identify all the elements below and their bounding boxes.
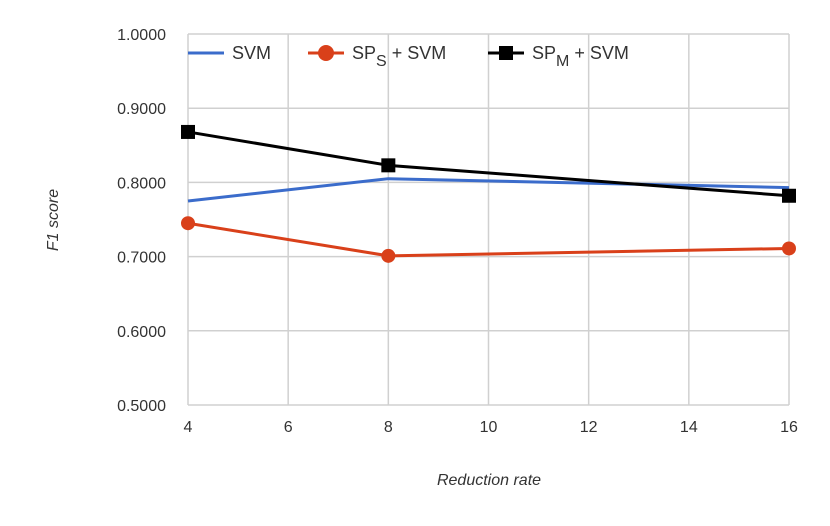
legend-label-suffix: + SVM bbox=[569, 43, 629, 63]
legend-label: SPS + SVM bbox=[352, 43, 446, 70]
x-tick-label: 16 bbox=[780, 419, 798, 436]
tick-labels: 4 6 8 10 12 14 16 0.5000 0.6000 0.7000 0.8000 0.900… bbox=[117, 27, 798, 436]
x-tick-label: 10 bbox=[480, 419, 498, 436]
y-tick-label: 1.0000 bbox=[117, 27, 166, 44]
x-tick-label: 14 bbox=[680, 419, 698, 436]
legend-label-base: SP bbox=[352, 43, 376, 63]
data-point bbox=[381, 248, 396, 263]
y-tick-label: 0.6000 bbox=[117, 324, 166, 341]
data-point bbox=[181, 216, 195, 231]
data-point bbox=[782, 188, 796, 203]
legend-label: SPM + SVM bbox=[532, 43, 629, 70]
y-tick-label: 0.7000 bbox=[117, 250, 166, 267]
legend-swatch-marker bbox=[318, 45, 334, 61]
y-tick-label: 0.8000 bbox=[117, 175, 166, 192]
y-tick-label: 0.9000 bbox=[117, 101, 166, 118]
legend-label-base: SP bbox=[532, 43, 556, 63]
legend-label: SVM bbox=[232, 43, 271, 63]
legend-label-subscript: S bbox=[376, 53, 387, 70]
gridlines bbox=[187, 33, 790, 406]
legend-label-subscript: M bbox=[556, 53, 569, 70]
legend-label-suffix: + SVM bbox=[387, 43, 447, 63]
legend-swatch-marker bbox=[499, 46, 513, 60]
x-tick-label: 8 bbox=[384, 419, 393, 436]
x-tick-label: 12 bbox=[580, 419, 598, 436]
legend: SVM SPS + SVM SPM + SVM bbox=[188, 43, 629, 70]
series-layer bbox=[181, 124, 796, 263]
y-tick-label: 0.5000 bbox=[117, 398, 166, 415]
data-point bbox=[181, 124, 195, 139]
x-axis-title: Reduction rate bbox=[437, 472, 541, 489]
x-tick-label: 4 bbox=[184, 419, 193, 436]
y-axis-title: F1 score bbox=[45, 189, 62, 251]
x-tick-label: 6 bbox=[284, 419, 293, 436]
data-point bbox=[381, 158, 396, 173]
data-point bbox=[782, 241, 796, 256]
legend-label-base: SVM bbox=[232, 43, 271, 63]
